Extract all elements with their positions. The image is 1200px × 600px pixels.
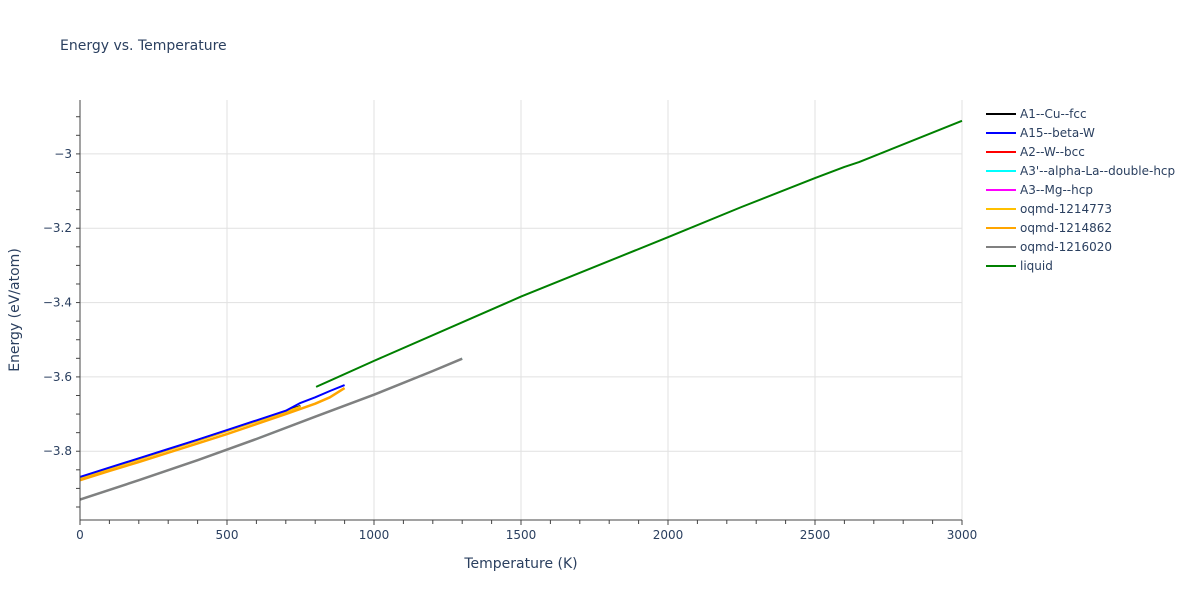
legend-item[interactable]: A15--beta-W: [986, 126, 1095, 140]
x-axis-title: Temperature (K): [463, 556, 577, 572]
series-line-oqmd-1214773[interactable]: [79, 405, 301, 479]
legend-item[interactable]: A3--Mg--hcp: [986, 183, 1093, 197]
legend-item[interactable]: A1--Cu--fcc: [986, 107, 1087, 121]
y-axis-title: Energy (eV/atom): [7, 248, 23, 372]
x-tick-label: 500: [216, 528, 239, 542]
x-tick-label: 0: [76, 528, 84, 542]
legend-label: oqmd-1214862: [1020, 221, 1112, 235]
x-tick-label: 2000: [653, 528, 684, 542]
legend-label: A2--W--bcc: [1020, 145, 1085, 159]
x-tick-label: 1000: [359, 528, 390, 542]
legend-label: A3--Mg--hcp: [1020, 183, 1093, 197]
axes: 0 500 1000 1500 2000 2500 3000 −3.8 −3.6 −3.4 −3.2…: [43, 100, 977, 542]
series-line-liquid[interactable]: [315, 119, 963, 388]
legend-item[interactable]: liquid: [986, 259, 1053, 273]
legend-label: A15--beta-W: [1020, 126, 1095, 140]
y-tick-label: −3.6: [43, 370, 72, 384]
legend-item[interactable]: oqmd-1216020: [986, 240, 1112, 254]
legend-item[interactable]: oqmd-1214862: [986, 221, 1112, 235]
chart-title: Energy vs. Temperature: [60, 38, 227, 54]
series-line-oqmd-1216020[interactable]: [79, 357, 463, 501]
grid-lines: [80, 100, 963, 520]
legend-label: A3'--alpha-La--double-hcp: [1020, 164, 1175, 178]
x-tick-label: 1500: [506, 528, 537, 542]
legend-label: A1--Cu--fcc: [1020, 107, 1087, 121]
legend-label: oqmd-1216020: [1020, 240, 1112, 254]
legend-label: oqmd-1214773: [1020, 202, 1112, 216]
y-tick-label: −3.8: [43, 444, 72, 458]
plot-area[interactable]: [79, 119, 963, 501]
legend-label: liquid: [1020, 259, 1053, 273]
y-tick-label: −3.2: [43, 221, 72, 235]
series-line-oqmd-1214862[interactable]: [79, 387, 346, 482]
x-tick-label: 2500: [800, 528, 831, 542]
series-line-a15-beta-w[interactable]: [79, 384, 345, 478]
series-line-a3-alpha-la-double-hcp[interactable]: [79, 357, 463, 501]
y-tick-label: −3.4: [43, 296, 72, 310]
y-tick-label: −3: [54, 147, 72, 161]
legend-item[interactable]: A2--W--bcc: [986, 145, 1085, 159]
legend-item[interactable]: oqmd-1214773: [986, 202, 1112, 216]
legend-item[interactable]: A3'--alpha-La--double-hcp: [986, 164, 1175, 178]
x-tick-label: 3000: [947, 528, 978, 542]
legend: A1--Cu--fcc A15--beta-W A2--W--bcc A3'--alp…: [986, 107, 1175, 273]
